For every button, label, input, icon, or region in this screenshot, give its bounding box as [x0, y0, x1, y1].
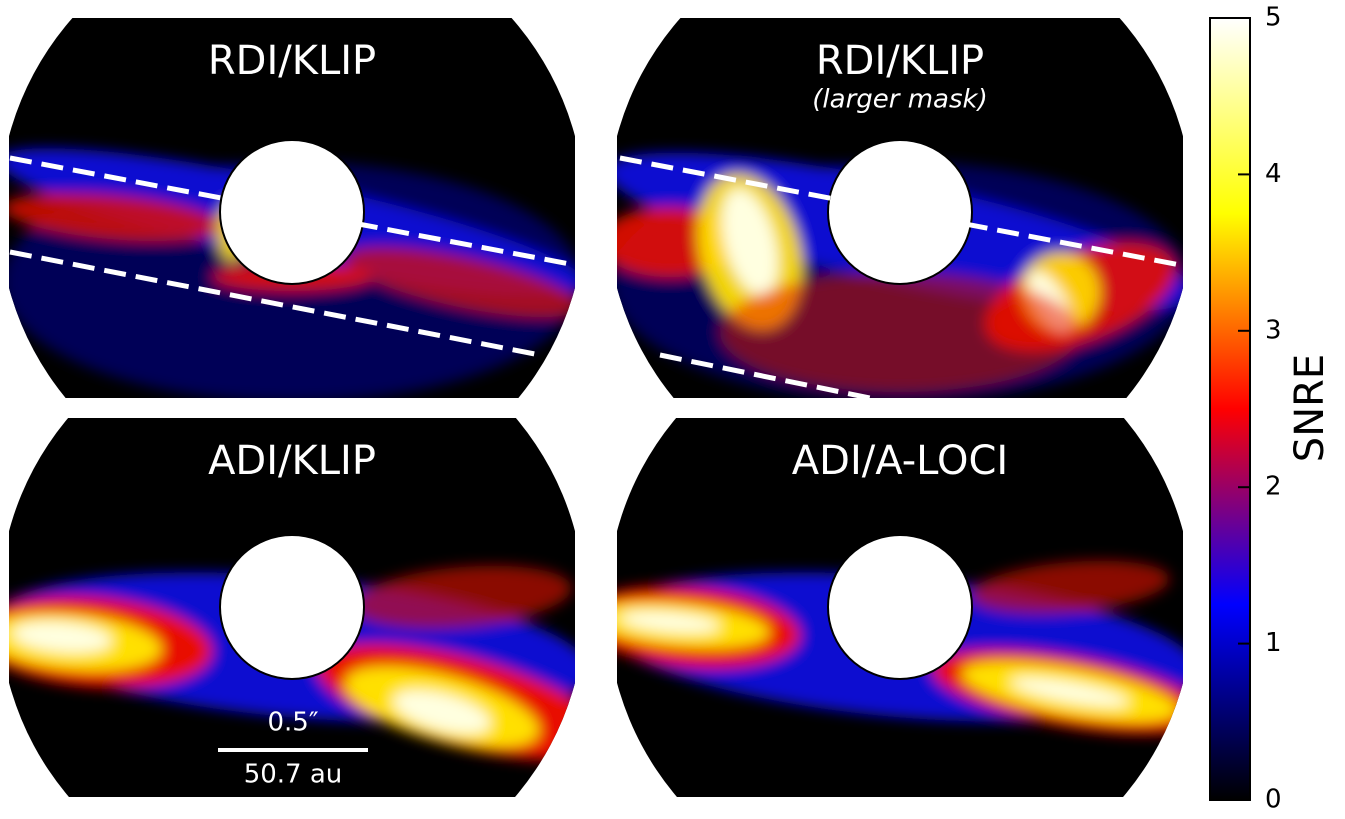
panel-title: ADI/A-LOCI — [792, 438, 1008, 484]
feature — [1010, 677, 1130, 707]
feature — [970, 560, 1170, 614]
panel-title: ADI/KLIP — [208, 438, 376, 484]
panel-subtitle: (larger mask) — [812, 85, 987, 115]
panel — [9, 418, 575, 797]
panel — [617, 418, 1183, 797]
colorbar-tick-label: 4 — [1265, 159, 1282, 189]
feature — [620, 611, 720, 633]
panel-image — [9, 418, 575, 797]
panel-title: RDI/KLIP — [208, 38, 376, 84]
mask — [219, 139, 365, 285]
disk-boundary — [659, 352, 871, 401]
colorbar-tick-label: 3 — [1265, 315, 1282, 345]
feature — [393, 690, 491, 734]
features — [617, 152, 1183, 398]
feature — [12, 621, 112, 653]
panel-title: RDI/KLIP — [816, 38, 984, 84]
colorbar-label: SNRE — [1287, 354, 1333, 462]
colorbar-tick-label: 5 — [1265, 3, 1282, 33]
mask — [827, 534, 973, 680]
panel — [617, 18, 1183, 398]
scale-physical: 50.7 au — [244, 760, 343, 790]
disk-boundary — [9, 249, 541, 358]
panel-image — [617, 18, 1183, 398]
panels: RDI/KLIP RDI/KLIP(larger mask)ADI/KLIP ADI… — [9, 18, 1183, 797]
scale-angular: 0.5″ — [267, 708, 318, 738]
colorbar-gradient — [1209, 17, 1251, 801]
feature — [344, 247, 575, 317]
feature — [721, 188, 779, 296]
colorbar: SNRE 0 1 2 3 4 5 — [1209, 3, 1333, 815]
feature — [720, 272, 1080, 392]
mask — [219, 534, 365, 680]
colorbar-tick-label: 0 — [1265, 785, 1282, 815]
colorbar-tick-label: 1 — [1265, 628, 1282, 658]
feature — [352, 565, 572, 629]
mask — [827, 139, 973, 285]
panel-image — [617, 418, 1183, 797]
colorbar-tick-label: 2 — [1265, 472, 1282, 502]
feature — [9, 193, 222, 241]
